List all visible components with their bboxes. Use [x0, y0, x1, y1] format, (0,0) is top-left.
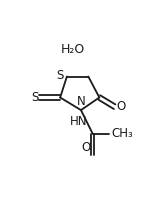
Text: H₂O: H₂O	[60, 43, 85, 56]
Text: O: O	[82, 141, 91, 154]
Text: N: N	[77, 95, 85, 108]
Text: S: S	[56, 69, 64, 82]
Text: S: S	[31, 91, 39, 104]
Text: CH₃: CH₃	[111, 127, 133, 140]
Text: HN: HN	[70, 114, 87, 128]
Text: O: O	[117, 100, 126, 113]
